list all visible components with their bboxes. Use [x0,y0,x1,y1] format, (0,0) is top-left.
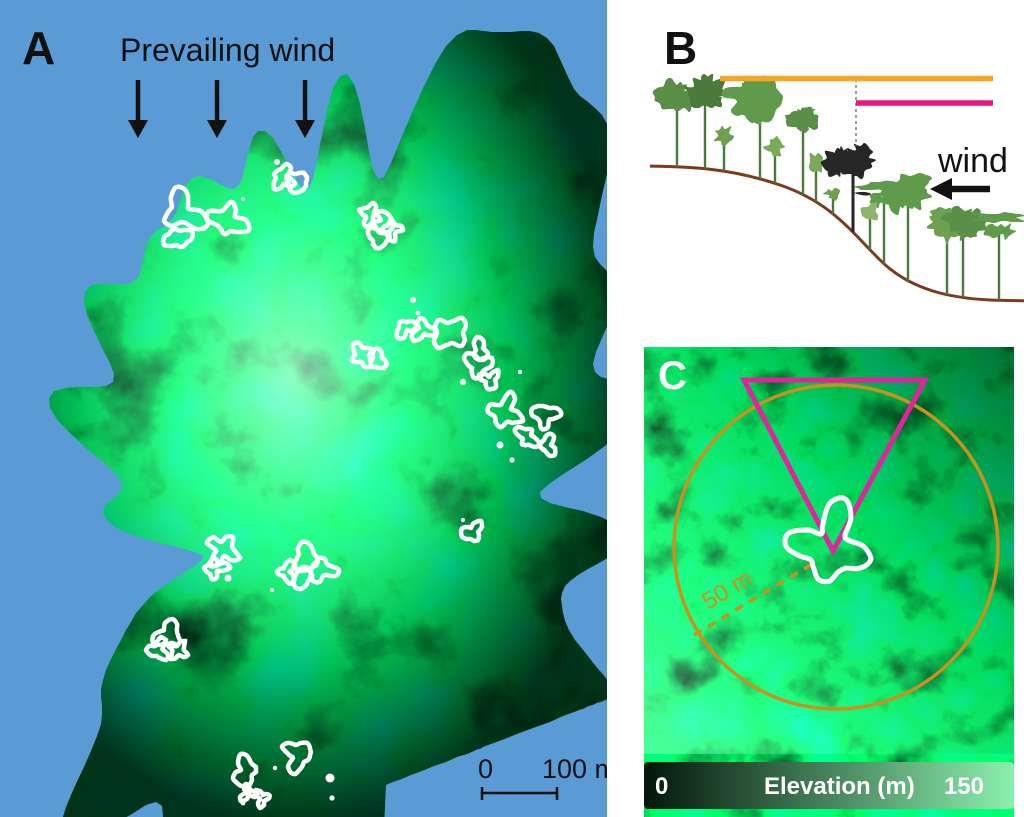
svg-text:150: 150 [944,773,984,800]
svg-text:100 m: 100 m [542,754,607,784]
svg-text:B: B [664,22,697,74]
svg-text:0: 0 [655,773,668,800]
svg-text:Elevation (m): Elevation (m) [764,773,915,800]
svg-text:A: A [22,22,55,74]
svg-text:wind: wind [937,142,1008,180]
svg-text:C: C [658,354,687,398]
svg-text:Prevailing wind: Prevailing wind [120,32,335,68]
svg-text:0: 0 [478,754,493,784]
